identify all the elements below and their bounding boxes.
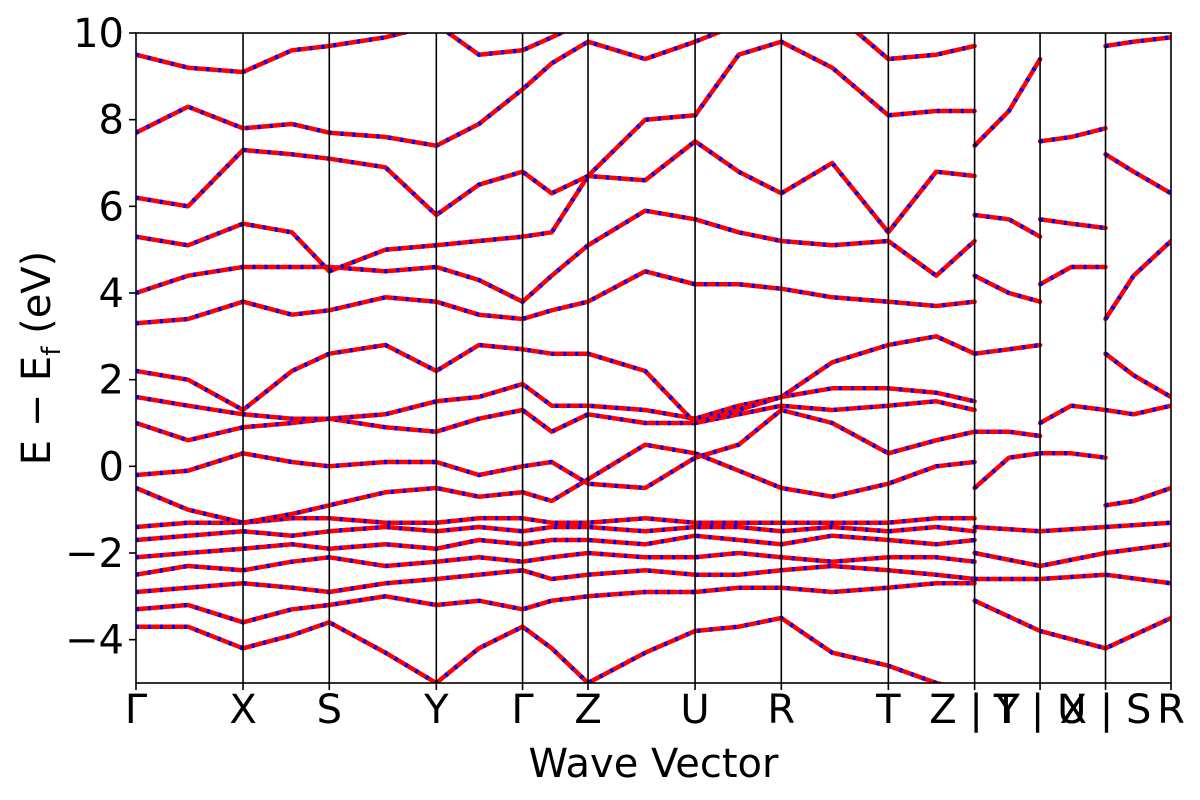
- band-6-blue: [136, 516, 975, 530]
- band-26-red: [1037, 264, 1108, 287]
- y-tick-label: 2: [99, 358, 124, 404]
- kpoint-lines: [242, 33, 1107, 683]
- y-tick-label: 8: [99, 98, 124, 144]
- band-35-blue: [974, 520, 1171, 534]
- band-3-blue: [136, 550, 975, 577]
- band-37-blue: [974, 572, 1171, 586]
- band-14-blue: [136, 139, 975, 274]
- band-12-blue: [136, 269, 975, 326]
- y-tick-label: 6: [99, 184, 124, 230]
- y-axis-title-unit: (eV): [14, 251, 60, 347]
- y-tick-label: 10: [73, 11, 124, 57]
- band-29-red: [1103, 485, 1171, 508]
- band-24-red: [1037, 451, 1108, 460]
- band-21-blue: [973, 273, 1041, 304]
- band-10-red: [136, 381, 977, 421]
- y-tick-label: −2: [65, 531, 124, 577]
- band-23-red: [972, 56, 1043, 148]
- x-tick-label: X: [229, 687, 256, 733]
- band-1-red: [136, 581, 977, 625]
- y-ticks: 10 8 6 4 2 0 −2 −4: [65, 11, 136, 664]
- band-31-red: [1103, 351, 1171, 400]
- y-axis-title-subscript: f: [37, 346, 67, 356]
- x-tick-label: Z: [574, 687, 601, 733]
- band-15-blue: [136, 39, 975, 218]
- band-7-red: [136, 442, 977, 525]
- x-tick-label: U: [680, 687, 709, 733]
- band-8-red: [136, 407, 977, 491]
- x-tick-label: T | U: [993, 687, 1087, 733]
- band-33-blue: [1104, 152, 1171, 196]
- band-0-red: [136, 615, 947, 683]
- x-tick-label: X | S: [1060, 687, 1152, 733]
- x-tick-label: Y: [423, 687, 449, 733]
- band-9-red: [136, 399, 977, 443]
- band-36-blue: [974, 542, 1171, 569]
- band-17-red: [136, 33, 566, 75]
- band-22-red: [972, 212, 1043, 239]
- x-tick-label: Z | Y: [929, 687, 1020, 733]
- band-5-blue: [136, 524, 975, 543]
- plot-frame: [135, 32, 1172, 684]
- band-8-blue: [136, 407, 976, 491]
- band-0-blue: [136, 615, 947, 683]
- band-19-red: [972, 429, 1043, 439]
- band-23-blue: [972, 57, 1043, 148]
- band-38-blue: [973, 598, 1171, 651]
- band-27-red: [1037, 217, 1108, 231]
- x-tick-label: Γ: [511, 687, 534, 733]
- x-axis-title: Wave Vector: [529, 741, 780, 787]
- band-26-blue: [1039, 264, 1106, 287]
- band-16-red: [136, 33, 977, 148]
- x-tick-label: Γ: [125, 687, 148, 733]
- y-tick-label: 4: [99, 271, 124, 317]
- band-10-blue: [136, 381, 976, 421]
- band-25-red: [1037, 403, 1108, 426]
- y-axis-title: E − Ef (eV): [14, 251, 67, 466]
- band-13-red: [136, 208, 977, 304]
- band-30-red: [1103, 403, 1171, 417]
- band-25-blue: [1039, 403, 1106, 425]
- band-38-red: [972, 598, 1171, 651]
- band-36-red: [972, 542, 1171, 569]
- band-11-blue: [136, 334, 976, 426]
- x-tick-label: T: [875, 687, 901, 733]
- y-tick-label: 0: [99, 444, 124, 490]
- band-14-red: [136, 139, 977, 274]
- band-4-blue: [136, 533, 975, 560]
- band-20-red: [972, 342, 1043, 356]
- band-12-red: [136, 269, 977, 326]
- y-tick-label: −4: [65, 618, 124, 664]
- band-32-blue: [1103, 239, 1171, 321]
- band-2-blue: [136, 563, 975, 595]
- y-axis-title-main: E − E: [14, 356, 60, 466]
- bands-layer: [136, 33, 1171, 683]
- band-28-red: [1037, 126, 1108, 144]
- x-tick-label: R: [1157, 687, 1185, 733]
- band-18-red: [972, 451, 1043, 491]
- x-tick-label: S: [317, 687, 342, 733]
- x-tick-label: R: [767, 687, 795, 733]
- band-34-red: [1103, 35, 1171, 49]
- band-32-red: [1103, 238, 1171, 322]
